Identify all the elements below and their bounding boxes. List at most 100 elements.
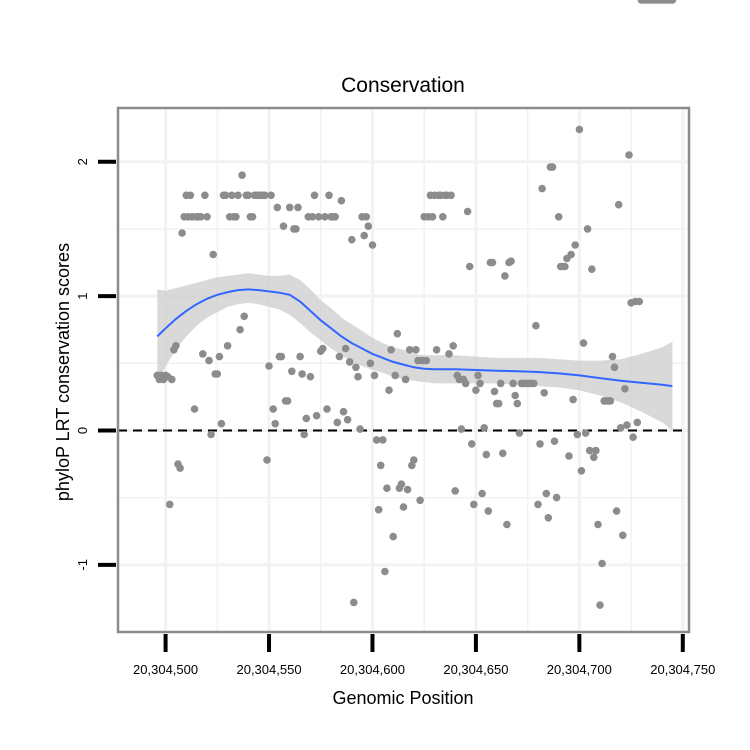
data-point xyxy=(381,567,389,576)
data-point xyxy=(461,379,470,388)
data-point xyxy=(594,520,602,529)
data-point xyxy=(267,191,275,200)
confidence-band xyxy=(157,273,673,431)
data-point xyxy=(323,405,331,413)
data-point xyxy=(397,480,406,489)
x-tick-label: 20,304,600 xyxy=(340,662,405,677)
data-point xyxy=(339,407,348,416)
data-point xyxy=(341,344,350,353)
data-point xyxy=(203,213,211,221)
data-point xyxy=(352,363,360,372)
data-point xyxy=(614,200,623,209)
data-point xyxy=(612,507,621,515)
data-point xyxy=(217,419,226,428)
data-point xyxy=(176,464,184,472)
data-point xyxy=(244,191,253,200)
data-point xyxy=(530,379,538,388)
data-point xyxy=(366,359,375,368)
data-point xyxy=(465,262,474,271)
data-point xyxy=(391,371,400,380)
data-point xyxy=(668,0,677,4)
data-point xyxy=(571,241,579,249)
data-point xyxy=(422,356,431,365)
data-point xyxy=(372,436,381,444)
data-point xyxy=(350,598,358,607)
data-point xyxy=(279,222,288,230)
data-point xyxy=(343,415,352,424)
data-point xyxy=(292,225,300,233)
data-point xyxy=(432,346,441,354)
data-point xyxy=(360,231,369,240)
data-point xyxy=(240,312,248,321)
data-point xyxy=(186,191,195,200)
data-point xyxy=(199,350,207,358)
data-point xyxy=(532,321,540,330)
data-point xyxy=(308,213,317,221)
data-point xyxy=(273,203,282,212)
data-point xyxy=(588,265,596,274)
data-point xyxy=(592,446,600,455)
data-point xyxy=(209,250,217,259)
data-point xyxy=(610,363,619,372)
data-point xyxy=(302,414,311,423)
data-point xyxy=(606,397,615,405)
data-point xyxy=(354,372,362,381)
data-point xyxy=(385,386,393,395)
data-point xyxy=(248,213,257,221)
data-point xyxy=(223,342,232,350)
data-point xyxy=(534,500,542,509)
data-point xyxy=(484,507,493,515)
data-point xyxy=(494,399,503,408)
data-point xyxy=(590,453,598,462)
y-tick-label: 0 xyxy=(75,427,90,434)
data-point xyxy=(310,191,319,200)
x-tick-label: 20,304,500 xyxy=(133,662,198,677)
data-point xyxy=(482,450,491,459)
data-point xyxy=(277,352,286,361)
data-point xyxy=(538,184,546,193)
y-axis-label: phyloP LRT conservation scores xyxy=(53,243,73,501)
data-point xyxy=(232,213,240,221)
data-point xyxy=(236,325,244,334)
data-point xyxy=(468,440,476,448)
data-point xyxy=(362,213,371,221)
data-point xyxy=(633,418,642,427)
data-point xyxy=(585,446,594,455)
data-point xyxy=(205,356,213,365)
data-point xyxy=(449,342,458,350)
data-point xyxy=(263,456,271,464)
data-point xyxy=(190,405,199,413)
data-point xyxy=(215,352,224,361)
data-point xyxy=(412,346,420,354)
data-point xyxy=(445,350,453,358)
data-point xyxy=(298,370,306,378)
data-point xyxy=(496,379,505,388)
data-point xyxy=(370,371,379,380)
data-point xyxy=(581,429,590,437)
data-point xyxy=(306,372,315,381)
data-point xyxy=(596,601,604,609)
x-tick-label: 20,304,700 xyxy=(547,662,612,677)
data-point xyxy=(401,375,410,384)
data-point xyxy=(172,342,180,350)
data-point xyxy=(575,125,584,134)
data-point xyxy=(399,503,408,511)
data-point xyxy=(393,329,402,338)
scatter-points xyxy=(153,0,677,609)
data-point xyxy=(300,430,309,439)
data-point xyxy=(321,213,329,221)
data-point xyxy=(625,151,633,159)
data-point xyxy=(480,424,489,432)
data-point xyxy=(503,520,511,529)
data-point xyxy=(509,379,517,388)
data-point xyxy=(368,241,377,249)
data-point xyxy=(470,500,478,509)
data-point xyxy=(201,191,209,200)
data-point xyxy=(623,421,631,429)
data-point xyxy=(333,418,342,427)
data-point xyxy=(337,196,346,205)
data-point xyxy=(515,429,524,437)
data-point xyxy=(561,262,569,271)
data-point xyxy=(271,419,280,428)
